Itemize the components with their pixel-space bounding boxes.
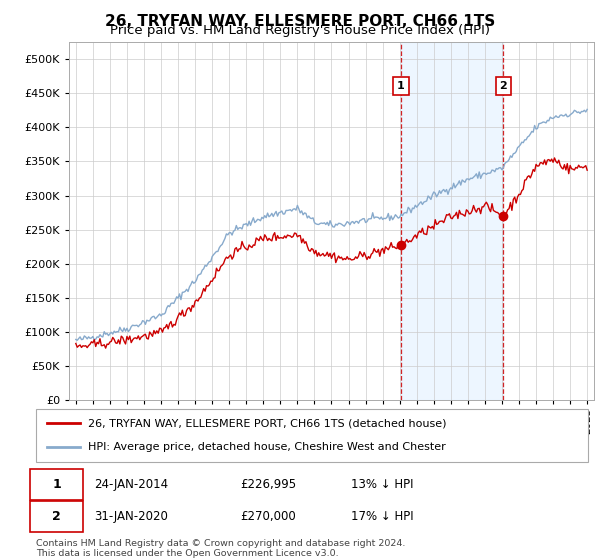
Text: 1: 1	[52, 478, 61, 491]
Text: Contains HM Land Registry data © Crown copyright and database right 2024.
This d: Contains HM Land Registry data © Crown c…	[36, 539, 406, 558]
Text: HPI: Average price, detached house, Cheshire West and Chester: HPI: Average price, detached house, Ches…	[88, 442, 446, 452]
Text: 31-JAN-2020: 31-JAN-2020	[94, 510, 168, 523]
FancyBboxPatch shape	[31, 501, 83, 532]
Bar	[401, 42, 503, 400]
Text: 2: 2	[52, 510, 61, 523]
Text: £226,995: £226,995	[240, 478, 296, 491]
Text: Price paid vs. HM Land Registry's House Price Index (HPI): Price paid vs. HM Land Registry's House …	[110, 24, 490, 36]
Text: 1: 1	[397, 81, 405, 91]
FancyBboxPatch shape	[36, 409, 588, 462]
Text: 26, TRYFAN WAY, ELLESMERE PORT, CH66 1TS (detached house): 26, TRYFAN WAY, ELLESMERE PORT, CH66 1TS…	[88, 418, 447, 428]
FancyBboxPatch shape	[31, 469, 83, 500]
Text: 17% ↓ HPI: 17% ↓ HPI	[350, 510, 413, 523]
Text: 24-JAN-2014: 24-JAN-2014	[94, 478, 168, 491]
Text: 13% ↓ HPI: 13% ↓ HPI	[350, 478, 413, 491]
Text: 26, TRYFAN WAY, ELLESMERE PORT, CH66 1TS: 26, TRYFAN WAY, ELLESMERE PORT, CH66 1TS	[105, 14, 495, 29]
Text: £270,000: £270,000	[240, 510, 296, 523]
Text: 2: 2	[499, 81, 507, 91]
